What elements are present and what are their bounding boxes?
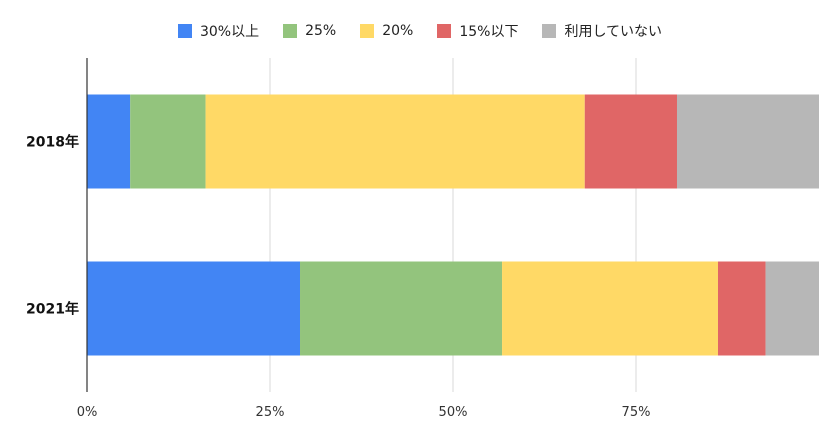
bar-segment (502, 261, 718, 356)
bar-segment (300, 261, 503, 356)
bar-segment (87, 94, 131, 189)
legend-swatch (360, 24, 375, 38)
legend-label: 利用していない (564, 24, 663, 40)
legend-item: 25% (283, 23, 336, 39)
category-labels: 2018年 2021年 (26, 134, 79, 318)
legend-swatch (437, 24, 452, 38)
x-tick-label: 25% (256, 405, 285, 420)
bar-segment (584, 94, 677, 189)
bar-segment (765, 261, 819, 356)
legend-label: 20% (382, 23, 414, 39)
bars (87, 94, 819, 356)
x-tick-label: 0% (77, 405, 98, 420)
legend-swatch (542, 24, 557, 38)
legend-item: 30%以上 (177, 21, 260, 41)
legend-item: 利用していない (542, 21, 662, 41)
category-label: 2018年 (26, 134, 79, 151)
legend-label: 30%以上 (199, 24, 260, 40)
legend-label: 15%以下 (459, 24, 519, 40)
x-tick-label: 75% (622, 405, 651, 420)
legend: 30%以上 25% 20% 15%以下 利用していない (0, 16, 840, 46)
legend-swatch (177, 24, 192, 38)
x-tick-label: 50% (439, 405, 468, 420)
bar-segment (676, 94, 819, 189)
bar-segment (87, 261, 301, 356)
legend-item: 20% (360, 23, 413, 39)
bar-segment (717, 261, 766, 356)
legend-swatch (283, 24, 298, 38)
legend-item: 15%以下 (437, 21, 518, 41)
x-tick-labels: 0% 25% 50% 75% (77, 405, 651, 420)
legend-label: 25% (305, 23, 337, 39)
bar-segment (205, 94, 585, 189)
category-label: 2021年 (26, 301, 79, 318)
bar-segment (130, 94, 206, 189)
